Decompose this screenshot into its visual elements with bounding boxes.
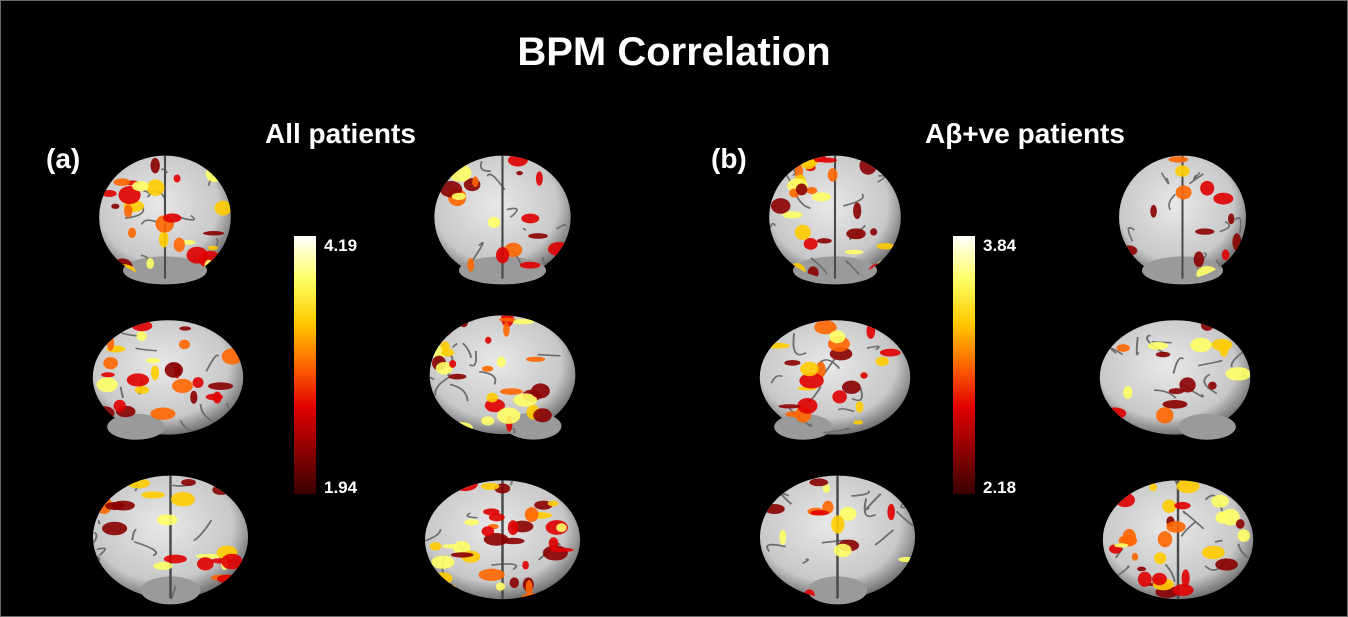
brain-surface (92, 320, 244, 435)
brain-right-lateral-view-a (429, 315, 576, 440)
brain-posterior-view-a (434, 155, 571, 285)
brain-left-lateral-view-b (759, 320, 911, 440)
brain-posterior-view-b (1119, 155, 1246, 285)
brain-right-lateral-view-b (1099, 320, 1251, 440)
brain-superior-view-a (424, 480, 581, 600)
panel-a-colorbar (294, 236, 316, 494)
panel-b-label: (b) (711, 143, 747, 174)
cerebellum (107, 413, 165, 440)
panel-a-title: All patients (265, 118, 416, 149)
sulci-texture (1109, 480, 1254, 600)
panel-b-title: Aβ+ve patients (925, 118, 1125, 149)
sulci-texture (429, 315, 576, 435)
panel-b-colorbar (953, 236, 975, 494)
figure-title: BPM Correlation (517, 30, 831, 74)
panel-a-label: (a) (46, 143, 81, 174)
panel-b-scale-max: 3.84 (983, 236, 1017, 255)
panel-a-scale-max: 4.19 (324, 236, 358, 255)
brain-left-lateral-view-a (92, 320, 244, 440)
brain-frontal-view-b (769, 155, 901, 285)
brain-inferior-view-a (92, 475, 249, 605)
brain-superior-view-b (1102, 480, 1254, 600)
cerebellum (774, 413, 832, 440)
brain-inferior-view-b (759, 475, 916, 605)
panel-b-scale-min: 2.18 (983, 478, 1017, 497)
brain-surface (429, 315, 576, 435)
panel-a-scale-min: 1.94 (324, 478, 358, 497)
cerebellum (1178, 413, 1236, 440)
brain-frontal-view-a (99, 155, 231, 285)
